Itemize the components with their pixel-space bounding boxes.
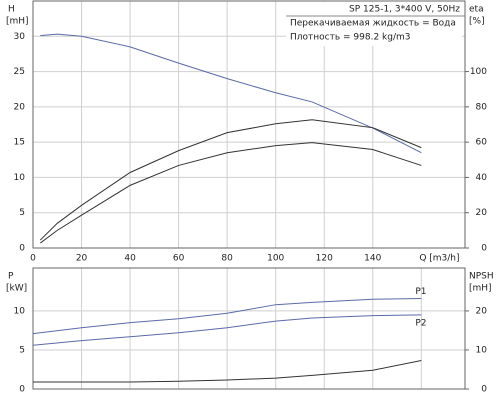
- note: SP 125-1, 3*400 V, 50Hz: [349, 5, 460, 15]
- y2-axis-unit: [mH]: [469, 284, 492, 294]
- y2-tick-label: 80: [476, 102, 488, 112]
- y-tick-label: 5: [19, 345, 25, 355]
- plot-area: [33, 268, 465, 389]
- y-tick-label: 5: [19, 208, 25, 218]
- x-tick-label: 60: [173, 254, 185, 264]
- curve: [40, 33, 422, 154]
- y2-tick-label: 40: [476, 173, 488, 183]
- x-axis-label: Q [m3/h]: [419, 254, 459, 264]
- y-tick-label: 10: [14, 306, 26, 316]
- y-tick-label: 0: [19, 244, 25, 254]
- y2-tick-label: 60: [476, 138, 488, 148]
- y2-axis-label: NPSH: [469, 272, 494, 282]
- x-tick-label: 20: [76, 254, 88, 264]
- y-tick-label: 25: [14, 67, 25, 77]
- plot-frame: [32, 0, 466, 249]
- y-tick-label: 20: [14, 102, 26, 112]
- series-label: P1: [415, 287, 426, 297]
- x-tick-label: 0: [30, 254, 36, 264]
- curve: [33, 360, 422, 383]
- x-tick-label: 140: [364, 254, 381, 264]
- y-tick-label: 0: [19, 385, 25, 395]
- y2-axis-label: eta: [469, 5, 484, 15]
- y-axis-unit: [mH]: [6, 17, 29, 27]
- curve: [39, 119, 422, 241]
- y-tick-label: 15: [14, 138, 25, 148]
- plot-frame: [32, 267, 466, 390]
- note: Перекачиваемая жидкость = Вода: [290, 19, 456, 29]
- curve: [32, 297, 422, 335]
- y2-axis-unit: [%]: [469, 17, 485, 27]
- x-tick-label: 100: [267, 254, 284, 264]
- x-tick-label: 40: [124, 254, 136, 264]
- curve: [39, 142, 422, 244]
- y2-tick-label: 0: [481, 244, 487, 254]
- note: Плотность = 998.2 kg/m3: [290, 33, 411, 43]
- y-tick-label: 10: [14, 173, 26, 183]
- y2-tick-label: 0: [481, 385, 487, 395]
- y2-tick-label: 20: [476, 208, 488, 218]
- note-box: [286, 2, 462, 46]
- y-axis-label: P: [8, 272, 14, 282]
- y2-tick-label: 100: [470, 67, 487, 77]
- x-tick-label: 80: [221, 254, 233, 264]
- y2-tick-label: 20: [476, 306, 488, 316]
- y-axis-label: H: [8, 5, 15, 15]
- series-label: P2: [415, 318, 426, 328]
- y-tick-label: 30: [14, 32, 26, 42]
- x-tick-label: 120: [316, 254, 333, 264]
- curve: [32, 314, 422, 346]
- y-axis-unit: [kW]: [6, 284, 27, 294]
- y2-tick-label: 10: [476, 345, 488, 355]
